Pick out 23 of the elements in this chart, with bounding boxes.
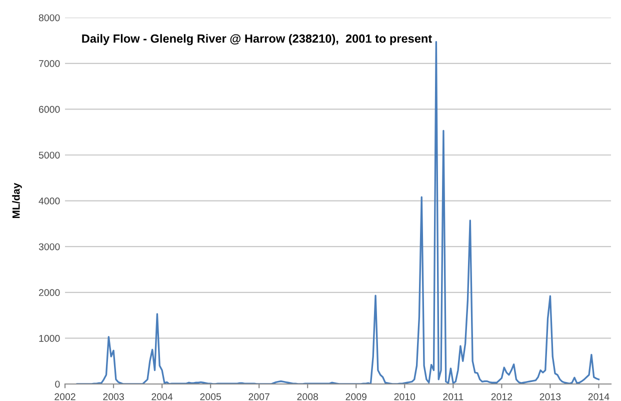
x-tick-label: 2012 [491, 393, 512, 400]
y-tick-label: 2000 [39, 289, 60, 296]
x-tick-label: 2010 [394, 393, 416, 400]
x-tick-label: 2005 [200, 393, 221, 400]
x-tick-label: 2004 [152, 393, 173, 400]
y-axis-title: ML/day [12, 182, 22, 218]
y-tick-label: 0 [55, 380, 60, 388]
text: Daily Flow - Glenelg River @ Harrow (238210), 2001 to present [82, 34, 432, 46]
y-tick-label: 4000 [38, 198, 60, 204]
y-tick-label: 8000 [38, 14, 60, 22]
x-tick-label: 2007 [248, 393, 270, 400]
x-tick-label: 2014 [588, 393, 610, 400]
y-tick-label: 3000 [38, 243, 60, 250]
y-tick-label: 5000 [38, 152, 60, 159]
x-tick-label: 2003 [103, 393, 124, 400]
x-tick-label: 2002 [54, 393, 76, 400]
y-tick-label: 1000 [39, 334, 60, 342]
y-tick-label: 6000 [39, 106, 60, 113]
x-tick-label: 2009 [346, 393, 366, 400]
x-tick-label: 2013 [540, 393, 561, 400]
x-tick-label: 2011 [443, 393, 464, 400]
x-tick-label: 2008 [297, 393, 318, 400]
y-tick-label: 7000 [39, 60, 60, 68]
